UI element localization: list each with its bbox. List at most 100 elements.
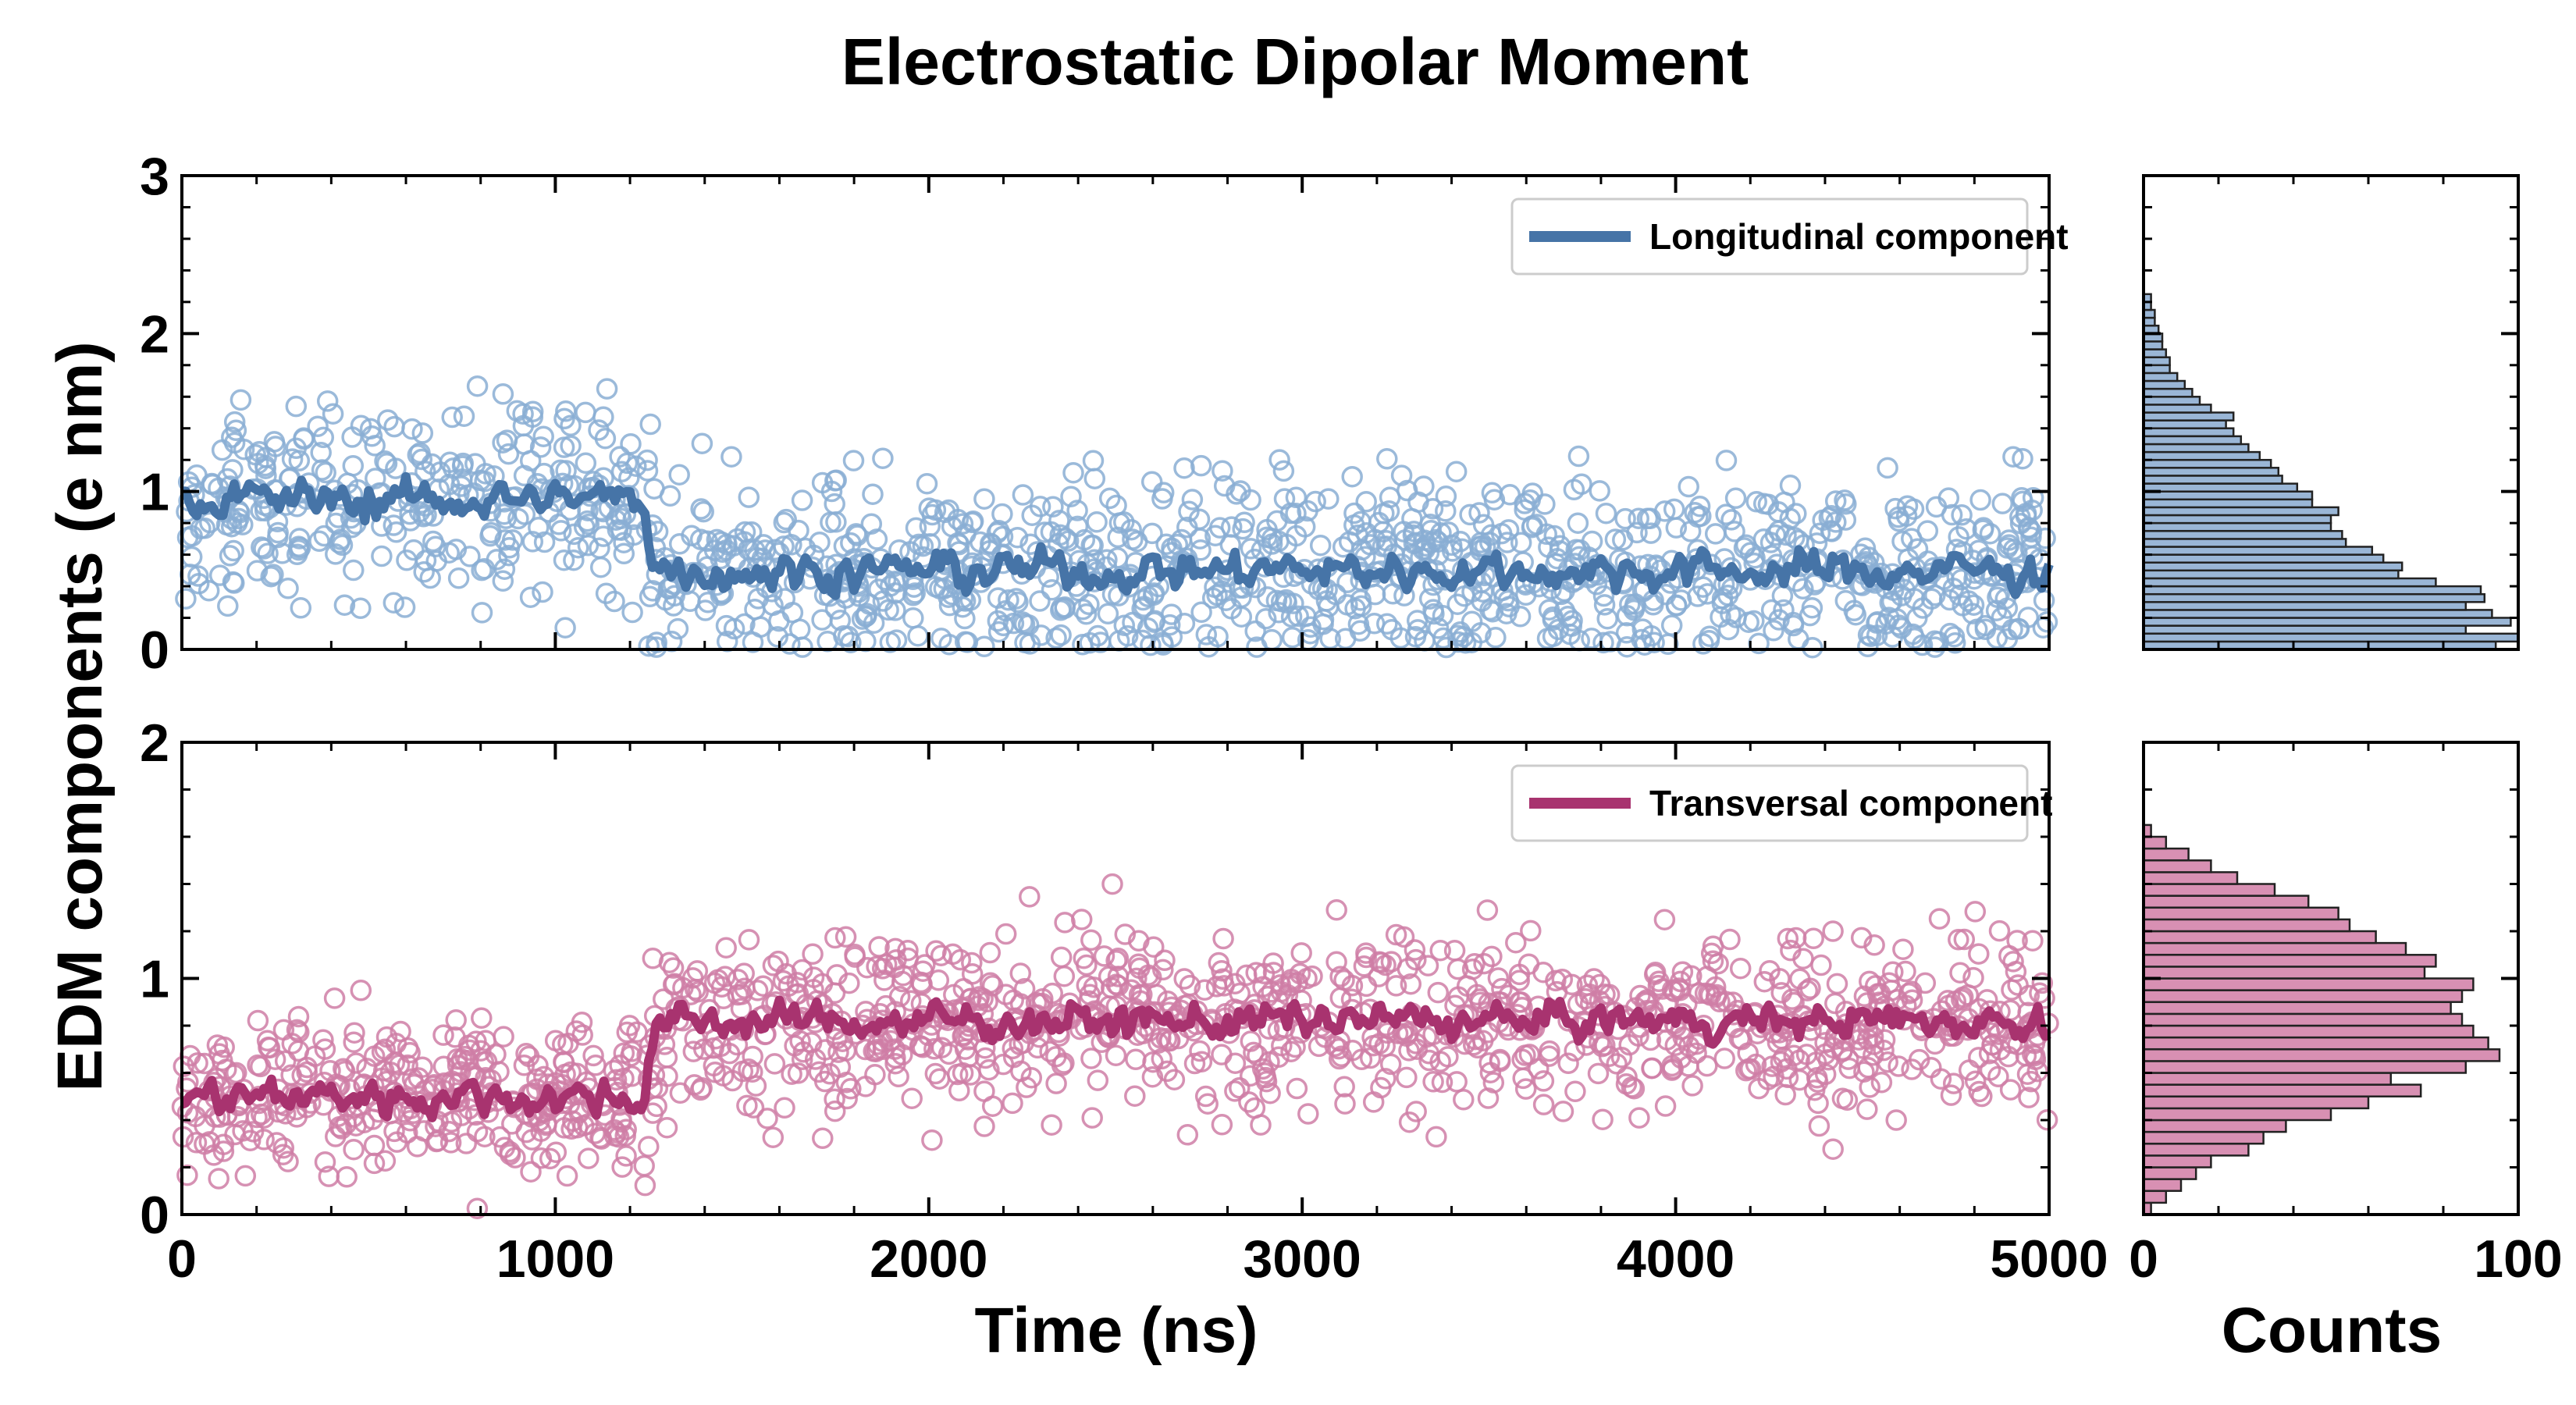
scatter-point bbox=[1592, 631, 1614, 654]
scatter-point bbox=[1054, 597, 1076, 620]
scatter-point bbox=[1212, 460, 1233, 482]
scatter-point bbox=[1953, 928, 1976, 951]
scatter-point bbox=[403, 539, 425, 561]
scatter-point bbox=[452, 452, 474, 475]
scatter-point bbox=[393, 596, 416, 618]
histogram-bar bbox=[2142, 609, 2493, 619]
scatter-point bbox=[1553, 580, 1575, 603]
scatter-point bbox=[323, 987, 346, 1009]
scatter-point bbox=[1567, 993, 1589, 1016]
histogram-bar bbox=[2142, 348, 2168, 358]
scatter-point bbox=[441, 406, 463, 429]
scatter-point bbox=[1875, 577, 1897, 599]
scatter-point bbox=[532, 425, 554, 447]
histogram-bar bbox=[2142, 404, 2212, 414]
scatter-point bbox=[1280, 606, 1303, 628]
scatter-point bbox=[2022, 930, 2044, 951]
scatter-point bbox=[1211, 1114, 1233, 1136]
scatter-point bbox=[1753, 970, 1776, 993]
scatter-point bbox=[738, 929, 760, 951]
scatter-point bbox=[1628, 1107, 1650, 1129]
y-axis-label: EDM components (e nm) bbox=[44, 341, 116, 1091]
scatter-point bbox=[802, 966, 825, 988]
scatter-point bbox=[1557, 606, 1579, 628]
scatter-point bbox=[429, 461, 451, 483]
scatter-point bbox=[1589, 480, 1610, 502]
scatter-point bbox=[187, 573, 210, 595]
scatter-point bbox=[1951, 504, 1973, 526]
scatter-point bbox=[1427, 981, 1450, 1004]
scatter-point bbox=[1731, 1029, 1753, 1051]
scatter-point bbox=[333, 594, 356, 616]
scatter-point bbox=[345, 1052, 367, 1074]
scatter-point bbox=[1189, 1040, 1211, 1062]
scatter-point bbox=[208, 1168, 229, 1190]
scatter-point bbox=[316, 390, 339, 412]
scatter-point bbox=[961, 511, 984, 534]
scatter-point bbox=[668, 464, 690, 486]
scatter-point bbox=[1126, 967, 1147, 990]
scatter-point bbox=[493, 503, 515, 525]
scatter-point bbox=[1949, 962, 1971, 984]
scatter-point bbox=[1781, 988, 1803, 1010]
scatter-point bbox=[611, 1156, 633, 1178]
scatter-point bbox=[1173, 968, 1195, 990]
scatter-point bbox=[1481, 945, 1503, 968]
scatter-point bbox=[1124, 1085, 1146, 1107]
scatter-point bbox=[374, 1150, 397, 1172]
histogram-bar bbox=[2142, 954, 2437, 968]
histogram-bar bbox=[2142, 521, 2332, 532]
scatter-point bbox=[1626, 521, 1648, 544]
scatter-point bbox=[744, 598, 766, 621]
scatter-point bbox=[1757, 493, 1780, 515]
scatter-point bbox=[879, 631, 902, 653]
scatter-point bbox=[1948, 929, 1969, 951]
scatter-point bbox=[501, 1113, 523, 1135]
scatter-point bbox=[775, 508, 797, 531]
histogram-bar bbox=[2142, 617, 2512, 627]
scatter-point bbox=[973, 635, 995, 658]
scatter-point bbox=[1114, 923, 1137, 945]
scatter-point bbox=[1713, 1048, 1735, 1069]
scatter-point bbox=[1076, 954, 1098, 976]
scatter-point bbox=[1660, 614, 1683, 636]
scatter-point bbox=[1376, 1022, 1399, 1044]
scatter-point bbox=[544, 1030, 567, 1051]
histogram-bar bbox=[2142, 918, 2351, 933]
scatter-point bbox=[862, 483, 884, 505]
scatter-point bbox=[1824, 992, 1846, 1015]
scatter-point bbox=[1375, 1068, 1397, 1090]
scatter-point bbox=[471, 602, 493, 624]
scatter-point bbox=[715, 937, 737, 959]
scatter-point bbox=[1250, 1114, 1272, 1136]
scatter-point bbox=[445, 1009, 467, 1031]
scatter-point bbox=[994, 923, 1017, 945]
scatter-point bbox=[1341, 974, 1364, 997]
scatter-point bbox=[1614, 507, 1636, 530]
scatter-point bbox=[1133, 596, 1155, 617]
scatter-point bbox=[1233, 511, 1255, 534]
scatter-point bbox=[408, 500, 431, 523]
scatter-point bbox=[1745, 491, 1767, 513]
scatter-point bbox=[1962, 966, 1984, 989]
scatter-point bbox=[1687, 585, 1709, 607]
scatter-point bbox=[1459, 503, 1481, 526]
histogram-bar bbox=[2142, 458, 2272, 469]
scatter-point bbox=[1592, 1108, 1614, 1130]
scatter-point bbox=[1785, 503, 1807, 525]
scatter-point bbox=[1417, 955, 1439, 976]
scatter-point bbox=[1029, 590, 1051, 612]
scatter-point bbox=[560, 1118, 582, 1140]
scatter-point bbox=[412, 506, 435, 528]
histogram-bar bbox=[2142, 396, 2201, 406]
scatter-point bbox=[1903, 588, 1926, 610]
scatter-point bbox=[285, 395, 308, 418]
scatter-point bbox=[1478, 1052, 1500, 1074]
scatter-point bbox=[1105, 494, 1127, 517]
scatter-point bbox=[704, 1062, 726, 1083]
scatter-point bbox=[1272, 460, 1295, 482]
scatter-point bbox=[1284, 1036, 1306, 1058]
scatter-point bbox=[288, 1021, 310, 1044]
scatter-point bbox=[194, 1052, 215, 1075]
scatter-point bbox=[1195, 624, 1218, 646]
